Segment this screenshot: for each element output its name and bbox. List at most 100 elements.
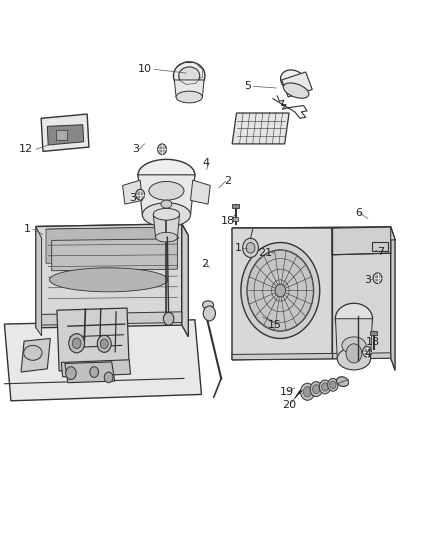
Polygon shape (282, 72, 312, 97)
Polygon shape (332, 227, 395, 241)
Text: 1: 1 (24, 224, 31, 234)
Text: 18: 18 (221, 216, 235, 225)
Text: 2: 2 (201, 259, 208, 269)
Ellipse shape (202, 301, 213, 309)
Text: 7: 7 (377, 247, 384, 256)
Circle shape (330, 381, 336, 389)
Ellipse shape (142, 203, 191, 227)
Bar (372, 242, 388, 251)
Polygon shape (332, 227, 391, 255)
Circle shape (158, 144, 166, 155)
Polygon shape (138, 175, 195, 215)
Bar (370, 331, 377, 335)
Bar (233, 217, 238, 221)
Ellipse shape (24, 345, 42, 360)
Polygon shape (41, 114, 89, 151)
Bar (56, 130, 67, 140)
Ellipse shape (49, 268, 168, 292)
Circle shape (69, 334, 85, 353)
Circle shape (66, 367, 76, 379)
Circle shape (373, 273, 382, 284)
Ellipse shape (336, 303, 372, 334)
Polygon shape (232, 113, 289, 144)
Text: 3: 3 (132, 144, 139, 154)
Circle shape (364, 349, 369, 355)
Text: 4: 4 (364, 350, 371, 359)
Circle shape (241, 243, 320, 338)
Polygon shape (47, 125, 84, 145)
Polygon shape (123, 180, 142, 204)
Circle shape (313, 385, 320, 393)
Circle shape (100, 339, 108, 349)
Polygon shape (39, 312, 182, 325)
Polygon shape (153, 214, 180, 237)
Polygon shape (36, 224, 182, 328)
Circle shape (97, 335, 111, 352)
Circle shape (275, 284, 286, 297)
Text: 2: 2 (224, 176, 231, 186)
Text: 18: 18 (366, 337, 380, 347)
Polygon shape (232, 227, 391, 360)
Circle shape (247, 249, 314, 331)
Polygon shape (46, 227, 179, 240)
Circle shape (90, 367, 99, 377)
Circle shape (246, 243, 255, 253)
Text: 3: 3 (129, 193, 136, 203)
Polygon shape (336, 319, 372, 359)
Polygon shape (46, 227, 173, 263)
Ellipse shape (176, 91, 202, 103)
Ellipse shape (336, 377, 349, 386)
Polygon shape (174, 80, 204, 97)
Circle shape (138, 191, 142, 198)
Polygon shape (57, 308, 129, 371)
Polygon shape (182, 224, 188, 337)
Polygon shape (294, 391, 302, 399)
Polygon shape (61, 360, 131, 377)
Polygon shape (52, 239, 177, 271)
Text: 4: 4 (202, 158, 209, 168)
Ellipse shape (138, 159, 195, 190)
Text: 6: 6 (355, 208, 362, 218)
Ellipse shape (161, 200, 172, 208)
Ellipse shape (153, 208, 180, 220)
Circle shape (319, 380, 331, 394)
Text: 15: 15 (268, 320, 282, 330)
Ellipse shape (173, 62, 205, 90)
Ellipse shape (155, 232, 177, 242)
Text: 21: 21 (258, 248, 272, 258)
Circle shape (346, 344, 362, 363)
Circle shape (104, 372, 113, 383)
Circle shape (203, 306, 215, 321)
Text: 3: 3 (364, 275, 371, 285)
Circle shape (328, 378, 338, 391)
Circle shape (72, 338, 81, 349)
Circle shape (321, 383, 328, 391)
Ellipse shape (281, 70, 306, 92)
Circle shape (375, 275, 380, 281)
Text: 5: 5 (244, 82, 251, 91)
Bar (232, 204, 239, 208)
Circle shape (243, 238, 258, 257)
Ellipse shape (179, 67, 200, 85)
Polygon shape (232, 228, 332, 360)
Circle shape (303, 386, 312, 397)
Circle shape (310, 382, 322, 397)
Text: 10: 10 (138, 64, 152, 74)
Polygon shape (21, 338, 50, 372)
Polygon shape (65, 362, 115, 383)
Circle shape (159, 146, 164, 152)
Text: 20: 20 (282, 400, 296, 410)
Ellipse shape (337, 348, 371, 370)
Circle shape (136, 189, 145, 200)
Ellipse shape (342, 337, 366, 354)
Circle shape (363, 346, 371, 357)
Circle shape (163, 312, 174, 325)
Text: 19: 19 (279, 387, 293, 397)
Polygon shape (232, 227, 395, 241)
Polygon shape (191, 180, 210, 204)
Circle shape (300, 383, 314, 400)
Text: 1: 1 (235, 243, 242, 253)
Polygon shape (391, 227, 395, 370)
Polygon shape (36, 227, 42, 336)
Ellipse shape (149, 181, 184, 200)
